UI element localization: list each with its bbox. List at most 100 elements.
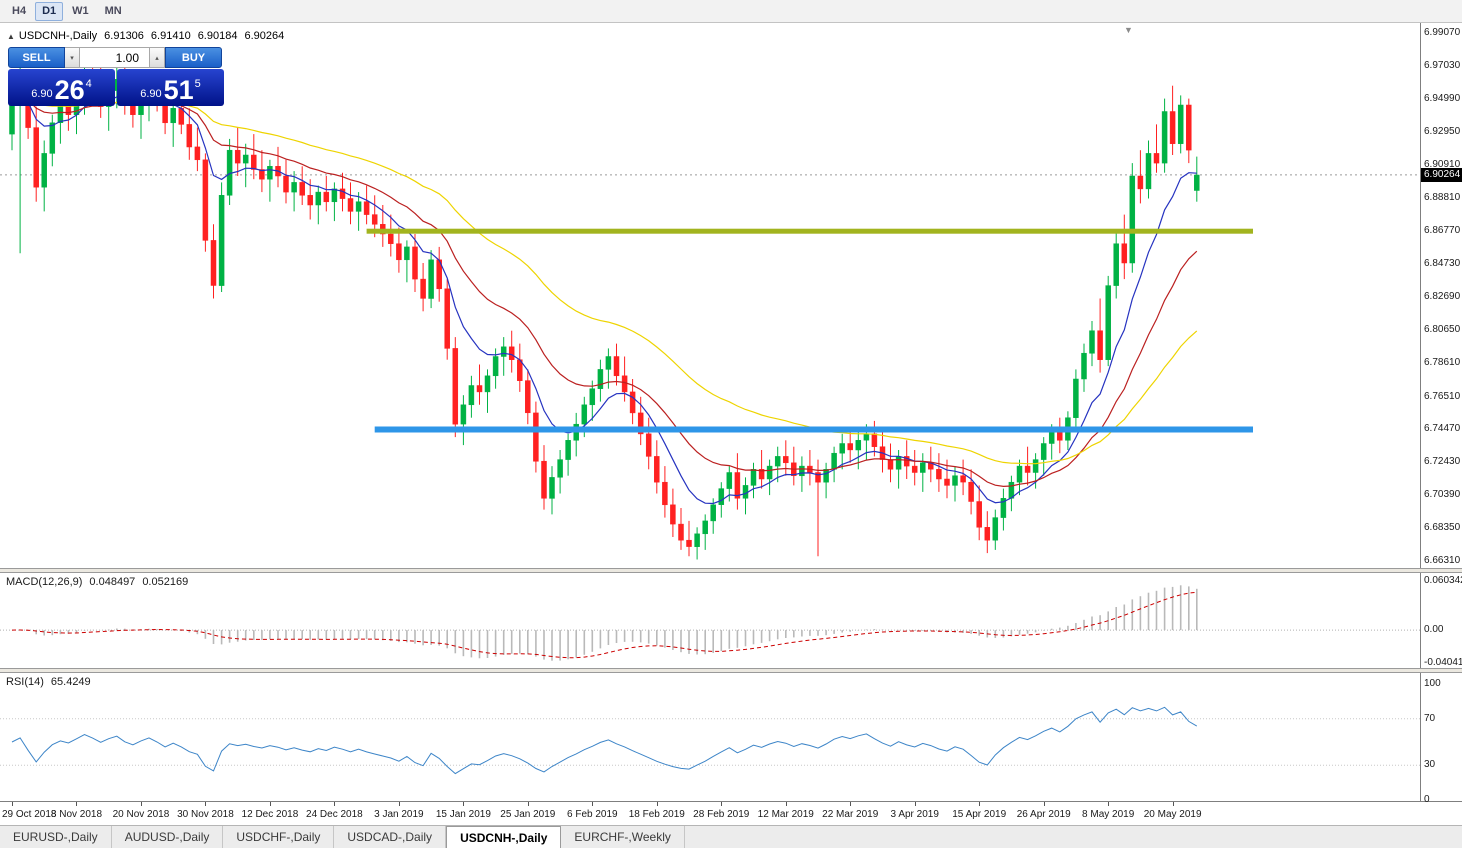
macd-histogram: [19, 585, 1198, 661]
time-axis-tick: [140, 802, 142, 806]
time-axis-tick: [592, 802, 594, 806]
candlestick-series: [9, 58, 1200, 560]
moving-average-line-45: [11, 97, 1198, 465]
symbol-tab-audusd-daily[interactable]: AUDUSD-,Daily: [112, 826, 224, 848]
symbol-tab-usdcad-daily[interactable]: USDCAD-,Daily: [334, 826, 447, 848]
macd-scale[interactable]: 0.060342 0.00 -0.040415: [1420, 573, 1462, 668]
time-axis-tick: [850, 802, 852, 806]
date-label: 28 Feb 2019: [693, 809, 750, 820]
date-label: 29 Oct 2018: [2, 809, 57, 820]
chart-symbol-label: USDCNH-,Daily: [18, 30, 98, 42]
rsi-panel: 100 70 30 0 RSI(14) 65.4249: [0, 673, 1462, 805]
price-scale-label: 6.76510: [1424, 390, 1461, 402]
symbol-tab-usdchf-daily[interactable]: USDCHF-,Daily: [223, 826, 335, 848]
sell-button[interactable]: SELL: [8, 47, 65, 68]
time-axis-tick: [1043, 802, 1045, 806]
price-scale-label: 6.94990: [1424, 92, 1461, 104]
timeframe-button-mn[interactable]: MN: [98, 2, 129, 21]
price-scale-label: 6.70390: [1424, 489, 1461, 501]
rsi-scale[interactable]: 100 70 30 0: [1420, 673, 1462, 805]
buy-price-display[interactable]: 6.90 51 5: [117, 69, 224, 106]
volume-increase-button[interactable]: ▴: [150, 47, 165, 68]
price-scale-label: 6.86770: [1424, 225, 1461, 237]
timeframe-button-d1[interactable]: D1: [35, 1, 64, 21]
date-label: 15 Apr 2019: [952, 809, 1007, 820]
volume-input[interactable]: [80, 47, 150, 68]
horizontal-trendline[interactable]: [366, 228, 1254, 234]
volume-decrease-button[interactable]: ▾: [65, 47, 80, 68]
time-axis-tick: [721, 802, 723, 806]
time-axis-tick: [334, 802, 336, 806]
timeframe-button-w1[interactable]: W1: [65, 2, 96, 21]
date-label: 20 Nov 2018: [112, 809, 170, 820]
ohlc-low: 6.90184: [197, 30, 238, 42]
date-label: 24 Dec 2018: [306, 809, 363, 820]
time-axis-tick: [979, 802, 981, 806]
time-axis-tick: [527, 802, 529, 806]
time-axis-tick: [463, 802, 465, 806]
buy-price-prefix: 6.90: [140, 88, 162, 100]
date-label: 25 Jan 2019: [500, 809, 556, 820]
date-label: 26 Apr 2019: [1016, 809, 1071, 820]
chart-shift-marker-icon: ▼: [1124, 25, 1133, 35]
buy-button[interactable]: BUY: [165, 47, 222, 68]
date-label: 30 Nov 2018: [177, 809, 234, 820]
rsi-scale-label: 70: [1424, 712, 1436, 724]
panel-separator[interactable]: [0, 668, 1462, 673]
time-axis-tick: [656, 802, 658, 806]
chart-tab-bar: EURUSD-,Daily AUDUSD-,Daily USDCHF-,Daily U…: [0, 825, 1462, 848]
main-chart-canvas[interactable]: [0, 23, 1420, 568]
price-scale-label: 6.66310: [1424, 555, 1461, 566]
price-scale-label: 6.92950: [1424, 125, 1461, 137]
macd-scale-label: 0.060342: [1424, 575, 1462, 586]
price-scale-label: 6.97030: [1424, 59, 1461, 71]
timeframe-button-h4[interactable]: H4: [5, 2, 33, 21]
buy-price-point: 5: [194, 78, 201, 90]
rsi-scale-label: 100: [1424, 678, 1441, 689]
macd-value-signal: 0.052169: [142, 576, 189, 588]
date-label: 8 May 2019: [1082, 809, 1135, 820]
rsi-title: RSI(14) 65.4249: [6, 676, 91, 688]
sell-price-prefix: 6.90: [31, 88, 53, 100]
one-click-trading-panel: SELL ▾ ▴ BUY 6.90 26 4 6.90 51 5: [8, 47, 224, 106]
horizontal-trendline[interactable]: [374, 426, 1253, 433]
symbol-tab-usdcnh-daily[interactable]: USDCNH-,Daily: [446, 826, 562, 848]
time-axis-tick: [269, 802, 271, 806]
time-axis-tick: [398, 802, 400, 806]
date-label: 3 Apr 2019: [890, 809, 939, 820]
macd-scale-label: 0.00: [1424, 624, 1444, 636]
rsi-scale-label: 0: [1424, 794, 1430, 805]
macd-value-main: 0.048497: [89, 576, 136, 588]
symbol-tab-eurchf-weekly[interactable]: EURCHF-,Weekly: [561, 826, 685, 848]
rsi-line: [11, 706, 1198, 775]
one-click-controls: SELL ▾ ▴ BUY: [8, 47, 224, 68]
symbol-tab-eurusd-daily[interactable]: EURUSD-,Daily: [0, 826, 112, 848]
buy-price-pips: 51: [163, 75, 194, 106]
sell-price-display[interactable]: 6.90 26 4: [8, 69, 115, 106]
date-label: 15 Jan 2019: [435, 809, 491, 820]
sell-price-point: 4: [85, 78, 92, 90]
date-label: 3 Jan 2019: [374, 809, 424, 820]
time-axis-tick: [914, 802, 916, 806]
macd-scale-label: -0.040415: [1424, 657, 1462, 668]
price-scale-label: 6.82690: [1424, 291, 1461, 302]
collapse-arrow-icon[interactable]: ▲: [7, 32, 15, 41]
date-label: 12 Mar 2019: [757, 809, 814, 820]
bid-ask-display: 6.90 26 4 6.90 51 5: [8, 69, 224, 106]
price-scale-label: 6.80650: [1424, 323, 1461, 335]
price-scale[interactable]: 6.99070 6.97030 6.94990 6.92950 6.90910 6.888…: [1420, 23, 1462, 568]
time-axis-tick: [1172, 802, 1174, 806]
moving-average-line-9: [11, 95, 1197, 505]
panel-separator[interactable]: [0, 568, 1462, 573]
macd-canvas[interactable]: [0, 573, 1420, 668]
macd-signal-line: [11, 591, 1197, 659]
sell-price-pips: 26: [54, 75, 85, 106]
price-scale-label: 6.99070: [1424, 27, 1461, 38]
time-axis-tick: [785, 802, 787, 806]
time-axis-tick: [12, 802, 13, 806]
time-axis[interactable]: 29 Oct 2018 8 Nov 2018 20 Nov 2018 30 Nov 2…: [0, 801, 1462, 825]
price-scale-label: 6.68350: [1424, 522, 1461, 534]
rsi-canvas[interactable]: [0, 673, 1420, 801]
date-label: 6 Feb 2019: [567, 809, 618, 820]
